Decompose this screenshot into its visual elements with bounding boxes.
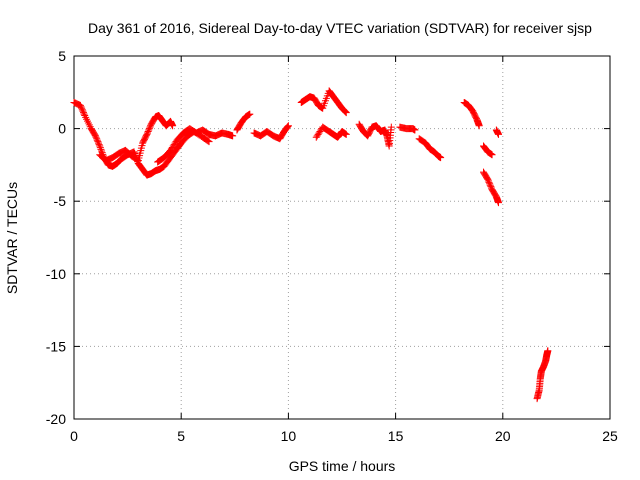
data-point <box>486 181 494 189</box>
data-point <box>94 138 102 146</box>
y-tick-label: -5 <box>54 193 67 209</box>
data-point <box>341 107 349 115</box>
y-tick-label: 0 <box>58 121 66 137</box>
axis-ticks: 0 5 10 15 20 25 5 0 -5 -10 -15 -20 <box>46 48 618 444</box>
data-point <box>145 125 153 133</box>
data-point <box>76 101 84 109</box>
data-point <box>144 129 152 137</box>
data-point <box>96 142 104 150</box>
data-point <box>284 122 292 130</box>
data-point <box>488 151 496 159</box>
data-point <box>342 130 350 138</box>
y-tick-label: 5 <box>58 48 66 64</box>
data-point <box>486 180 494 188</box>
data-point <box>342 109 350 117</box>
data-point <box>79 109 87 117</box>
data-point <box>205 138 213 146</box>
data-point <box>284 123 292 131</box>
x-tick-label: 20 <box>495 428 511 444</box>
data-point <box>387 123 395 131</box>
data-point <box>77 103 85 111</box>
data-point <box>485 178 493 186</box>
data-point <box>204 137 212 145</box>
data-point <box>484 175 492 183</box>
data-point <box>283 123 291 131</box>
data-point <box>495 130 503 138</box>
data-point <box>169 122 177 130</box>
x-tick-label: 25 <box>602 428 618 444</box>
data-point <box>246 110 254 118</box>
data-point <box>95 141 103 149</box>
x-axis-label: GPS time / hours <box>289 458 396 474</box>
plot-frame <box>73 55 611 420</box>
data-point <box>342 108 350 116</box>
data-point <box>411 126 419 134</box>
data-point <box>143 130 151 138</box>
chart-title: Day 361 of 2016, Sidereal Day-to-day VTE… <box>88 20 592 36</box>
data-point <box>229 132 237 140</box>
y-axis-label: SDTVAR / TECUs <box>4 182 20 294</box>
data-point <box>93 136 101 144</box>
data-point <box>544 347 552 355</box>
data-point <box>79 107 87 115</box>
data-point <box>484 177 492 185</box>
y-tick-label: -15 <box>46 338 66 354</box>
data-point <box>78 104 86 112</box>
x-tick-label: 5 <box>177 428 185 444</box>
data-point <box>144 128 152 136</box>
data-point <box>495 199 503 207</box>
x-tick-label: 15 <box>388 428 404 444</box>
data-point <box>91 132 99 140</box>
data-point <box>145 126 153 134</box>
x-tick-label: 10 <box>281 428 297 444</box>
data-point <box>437 154 445 162</box>
y-tick-label: -10 <box>46 266 66 282</box>
data-point <box>78 106 86 114</box>
data-point <box>97 145 105 153</box>
data-point <box>146 123 154 131</box>
data-point <box>475 122 483 130</box>
data-point <box>487 183 495 191</box>
data-point <box>92 133 100 141</box>
data-point <box>96 144 104 152</box>
data-point <box>80 110 88 118</box>
data-point <box>95 139 103 147</box>
data-marks <box>70 87 552 403</box>
data-point <box>93 135 101 143</box>
y-tick-label: -20 <box>46 411 66 427</box>
x-tick-label: 0 <box>70 428 78 444</box>
